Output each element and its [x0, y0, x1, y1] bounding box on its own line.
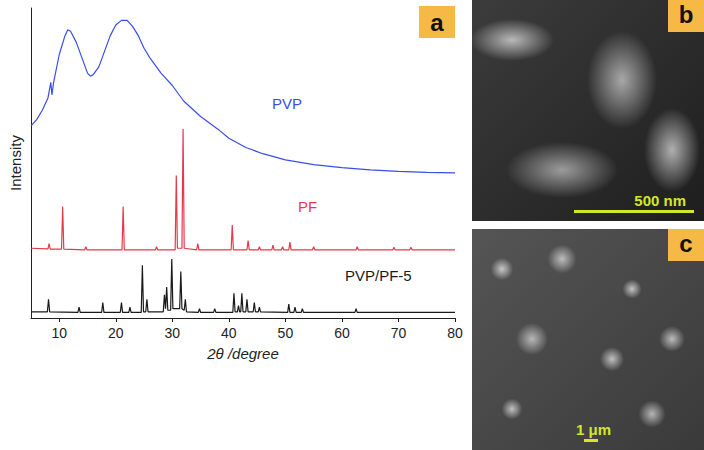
svg-text:30: 30	[165, 325, 181, 341]
svg-text:10: 10	[51, 325, 67, 341]
svg-text:2θ /degree: 2θ /degree	[206, 345, 279, 362]
svg-text:Intensity: Intensity	[7, 135, 24, 191]
svg-text:PVP: PVP	[272, 95, 302, 112]
html-text:c: c	[679, 230, 693, 257]
html-text:1 μm: 1 μm	[576, 421, 611, 438]
svg-text:40: 40	[221, 325, 237, 341]
svg-text:70: 70	[391, 325, 407, 341]
html-text:b: b	[678, 1, 694, 28]
svg-text:20: 20	[108, 325, 124, 341]
svg-text:PVP/PF-5: PVP/PF-5	[345, 267, 412, 284]
svg-text:PF: PF	[298, 198, 317, 215]
svg-text:60: 60	[334, 325, 350, 341]
svg-text:50: 50	[278, 325, 294, 341]
html-text:500 nm: 500 nm	[634, 192, 686, 209]
svg-text:a: a	[430, 9, 444, 36]
svg-text:80: 80	[447, 325, 463, 341]
